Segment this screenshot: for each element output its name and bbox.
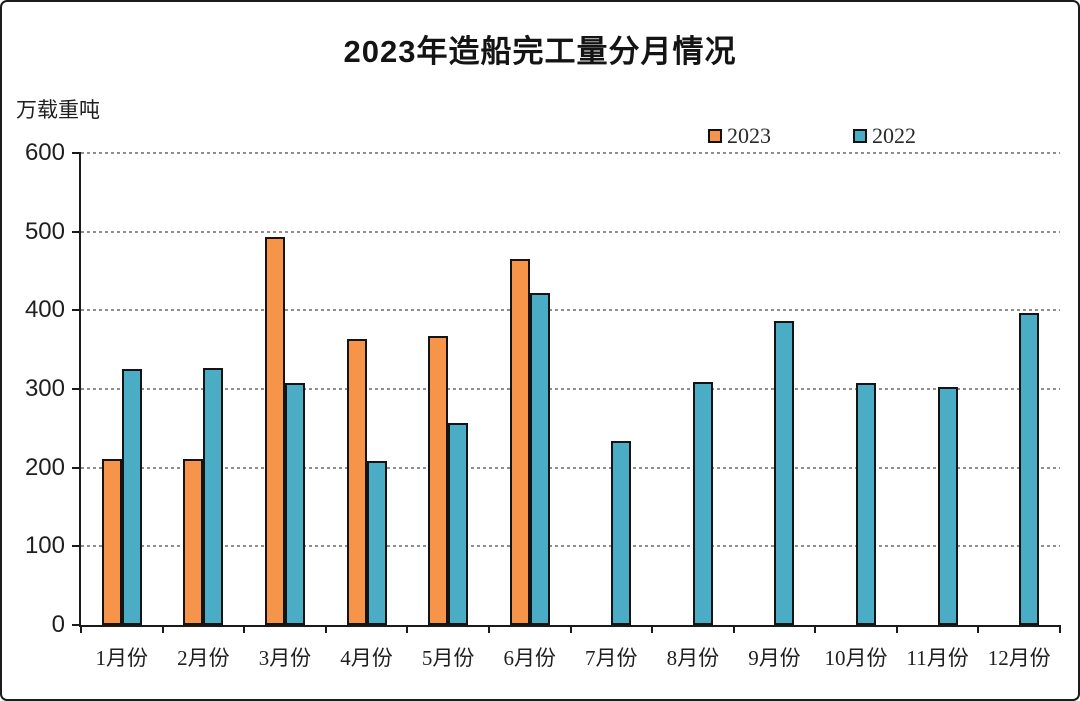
x-tick-0: [80, 625, 82, 633]
y-axis-label-600: 600: [24, 139, 65, 166]
gridline-300: [81, 388, 1060, 390]
bar-2022-month-4: [366, 460, 387, 625]
y-tick-500: [72, 230, 81, 233]
x-axis-label-month-3: 3月份: [258, 646, 312, 670]
bar-2022-month-2: [203, 367, 224, 625]
x-tick-3: [324, 625, 327, 633]
bar-2022-month-9: [774, 321, 795, 625]
bar-2023-month-5: [428, 336, 449, 625]
y-axis-unit-label: 万载重吨: [16, 98, 100, 122]
x-tick-6: [569, 625, 572, 633]
legend-label-2022: 2022: [872, 123, 916, 148]
x-axis-label-month-6: 6月份: [503, 646, 556, 670]
gridline-200: [81, 466, 1060, 469]
x-tick-12: [1059, 625, 1061, 633]
bar-2022-month-1: [121, 369, 142, 625]
x-axis-label-month-11: 11月份: [906, 646, 969, 670]
x-tick-1: [161, 625, 164, 633]
bar-2022-month-11: [937, 386, 958, 625]
y-tick-600: [72, 152, 81, 154]
legend-swatch-2023-icon: [708, 129, 722, 143]
x-tick-2: [243, 625, 246, 633]
chart-title: 2023年造船完工量分月情况: [343, 34, 737, 69]
x-axis-label-month-4: 4月份: [340, 646, 393, 670]
x-tick-4: [406, 625, 409, 633]
x-axis-label-month-7: 7月份: [585, 646, 638, 670]
x-tick-10: [895, 625, 898, 633]
y-axis-label-200: 200: [24, 453, 65, 481]
y-axis-label-300: 300: [24, 375, 65, 402]
x-tick-7: [651, 625, 654, 633]
bar-2022-month-5: [448, 422, 469, 625]
bar-2022-month-6: [529, 293, 550, 625]
gridline-600: [81, 152, 1060, 154]
bar-2022-month-7: [611, 440, 632, 625]
x-axis-label-month-10: 10月份: [824, 646, 888, 670]
x-tick-11: [977, 625, 980, 633]
y-axis-label-0: 0: [51, 611, 65, 638]
x-axis-label-month-2: 2月份: [177, 646, 230, 670]
bar-2023-month-6: [509, 259, 530, 625]
legend-item-2023: 2023: [708, 123, 771, 149]
gridline-100: [81, 545, 1060, 548]
legend: 2023 2022: [708, 123, 916, 149]
y-axis-label-500: 500: [24, 217, 65, 245]
y-tick-100: [72, 545, 81, 548]
legend-label-2023: 2023: [727, 123, 771, 148]
x-tick-9: [814, 625, 817, 633]
x-axis-label-month-12: 12月份: [987, 646, 1051, 670]
gridline-400: [81, 309, 1060, 312]
gridline-500: [81, 230, 1060, 233]
x-axis-label-month-8: 8月份: [666, 646, 720, 670]
bar-2023-month-1: [101, 459, 122, 625]
bar-2022-month-8: [692, 381, 713, 625]
bar-2022-month-10: [856, 383, 877, 625]
bar-2023-month-4: [346, 339, 367, 625]
y-tick-0: [72, 624, 81, 626]
y-axis-label-400: 400: [24, 296, 65, 324]
bar-2022-month-12: [1019, 313, 1040, 625]
bar-2023-month-3: [264, 237, 285, 625]
plot-area: 0 100 200 300 400 500 600 1月份 2月份 3月份 4月份 5月份 6月份 7月份…: [25, 139, 1061, 670]
x-axis-label-month-5: 5月份: [421, 646, 475, 670]
legend-item-2022: 2022: [853, 123, 916, 149]
x-tick-8: [732, 625, 735, 633]
bar-2023-month-2: [183, 459, 204, 625]
legend-swatch-2022-icon: [853, 129, 867, 143]
y-axis-label-100: 100: [24, 532, 65, 560]
bar-2022-month-3: [284, 382, 305, 625]
y-tick-400: [72, 309, 81, 312]
y-tick-300: [72, 388, 81, 390]
x-axis-label-month-9: 9月份: [748, 646, 801, 670]
y-tick-200: [72, 466, 81, 469]
x-axis-label-month-1: 1月份: [95, 646, 149, 670]
x-tick-5: [487, 625, 490, 633]
